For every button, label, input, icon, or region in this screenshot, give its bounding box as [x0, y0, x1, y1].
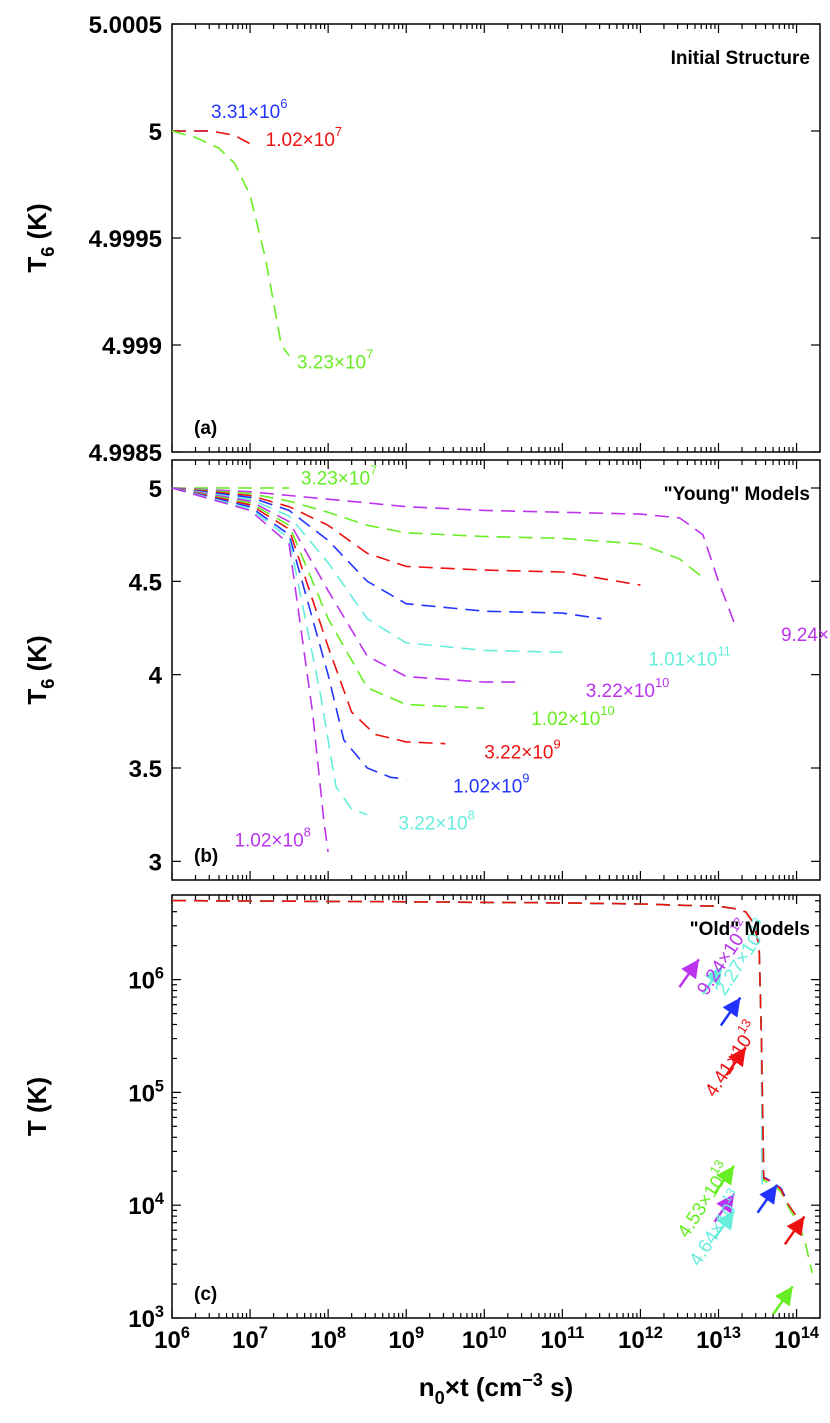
series-annotation: 4.41×1013 — [696, 1016, 764, 1101]
y-tick-label: 3 — [149, 849, 162, 876]
y-tick-label: 103 — [128, 1303, 164, 1333]
y-axis-label: T6 (K) — [22, 203, 58, 272]
y-tick-label: 4 — [149, 663, 163, 690]
panel-label: (b) — [194, 846, 218, 867]
panel-title: "Young" Models — [664, 484, 810, 505]
series-line — [171, 487, 735, 623]
x-tick-label: 107 — [232, 1324, 268, 1354]
x-tick-label: 109 — [388, 1324, 424, 1354]
series-annotation: 3.22×1010 — [586, 675, 670, 702]
x-tick-label: 1010 — [462, 1324, 507, 1354]
panel-a: 5.0005 5 4.9995 4.999 4.9985 T6 (K) 3.31×1061.… — [22, 12, 821, 467]
y-tick-label: 4.999 — [102, 333, 162, 360]
y-tick-label: 106 — [128, 965, 164, 995]
y-tick-label: 5.0005 — [89, 12, 162, 39]
series-annotation: 3.31×106 — [211, 96, 287, 123]
plot-frame — [171, 894, 821, 1319]
series-line — [171, 130, 290, 357]
y-tick-label: 5 — [149, 119, 162, 146]
arrow-head — [722, 997, 741, 1018]
series-line — [171, 899, 764, 1183]
x-tick-label: 106 — [154, 1324, 190, 1354]
y-axis-label: T6 (K) — [22, 635, 58, 704]
x-tick-label: 1012 — [618, 1324, 663, 1354]
x-axis: 106 107 108 109 1010 1011 1012 1013 1014 n0×t (cm… — [154, 1324, 819, 1408]
series-annotation: 1.01×1011 — [648, 643, 731, 670]
series-annotation: 9.24×1012 — [781, 619, 830, 646]
y-tick-label: 4.9995 — [89, 226, 162, 253]
series-line — [171, 487, 446, 745]
panel-title: Initial Structure — [671, 48, 810, 69]
arrow-head — [728, 1047, 746, 1068]
y-tick-label: 4.5 — [129, 569, 162, 596]
y-tick-label: 4.9985 — [89, 440, 162, 467]
arrow-head — [716, 1165, 735, 1186]
y-tick-label: 105 — [128, 1077, 164, 1107]
series-line — [171, 487, 602, 620]
arrow-head — [716, 1210, 735, 1231]
series-line — [171, 487, 704, 579]
panel-title: "Old" Models — [690, 919, 810, 940]
panel-b: 5 4.5 4 3.5 3 T6 (K) 3.23×107 9.24×1012 1.01×101… — [22, 459, 830, 881]
series-line — [171, 487, 641, 586]
x-axis-label: n0×t (cm−3 s) — [419, 1370, 573, 1408]
y-tick-label: 5 — [149, 476, 162, 503]
series-line — [171, 899, 764, 1185]
series-annotation: 3.22×108 — [398, 808, 474, 835]
series-line — [171, 487, 407, 780]
series-line — [171, 487, 368, 816]
series-line — [171, 487, 329, 853]
series-annotation: 1.02×109 — [453, 770, 529, 797]
arrow-head — [704, 966, 723, 986]
plot-frame — [171, 459, 821, 881]
x-tick-label: 1014 — [774, 1324, 819, 1354]
x-tick-label: 1013 — [696, 1324, 741, 1354]
series-annotation: 1.02×108 — [234, 824, 310, 851]
series-line — [171, 899, 802, 1223]
x-tick-label: 108 — [310, 1324, 346, 1354]
series-annotation: 3.23×107 — [297, 347, 373, 374]
arrow-head — [681, 959, 699, 980]
arrow-head — [786, 1216, 805, 1237]
plot-frame — [171, 23, 821, 453]
series-line — [171, 899, 790, 1201]
arrow-head — [774, 1286, 793, 1307]
series-annotation: 3.22×109 — [484, 737, 560, 764]
arrow-head — [759, 1184, 778, 1205]
arrow-head — [716, 1193, 735, 1214]
y-axis-label: T (K) — [22, 1077, 52, 1136]
panel-label: (c) — [194, 1284, 217, 1305]
y-tick-label: 3.5 — [129, 756, 162, 783]
series-annotation: 1.02×107 — [266, 124, 342, 151]
x-tick-label: 1011 — [540, 1324, 584, 1354]
series-line — [171, 487, 485, 710]
series-annotation: 3.23×107 — [301, 462, 377, 489]
panel-label: (a) — [194, 418, 217, 439]
series-line — [171, 487, 563, 654]
series-line — [172, 130, 251, 145]
series-annotation: 1.02×1010 — [531, 703, 615, 730]
y-tick-label: 104 — [128, 1190, 164, 1220]
